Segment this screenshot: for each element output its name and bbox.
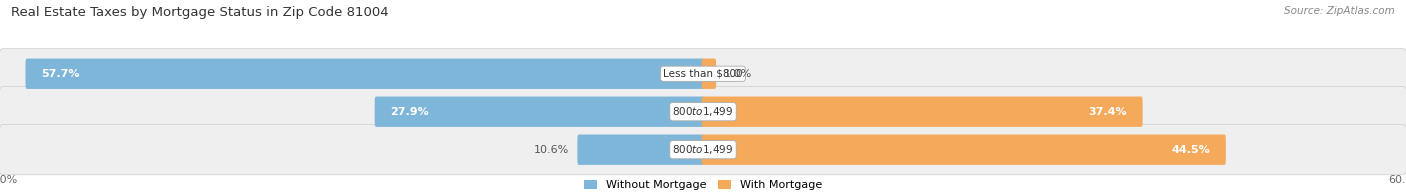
FancyBboxPatch shape bbox=[374, 97, 704, 127]
Text: 10.6%: 10.6% bbox=[534, 145, 569, 155]
FancyBboxPatch shape bbox=[0, 49, 1406, 99]
FancyBboxPatch shape bbox=[0, 125, 1406, 175]
FancyBboxPatch shape bbox=[702, 59, 716, 89]
Text: Less than $800: Less than $800 bbox=[664, 69, 742, 79]
Text: 37.4%: 37.4% bbox=[1088, 107, 1128, 117]
Text: $800 to $1,499: $800 to $1,499 bbox=[672, 143, 734, 156]
Text: 27.9%: 27.9% bbox=[391, 107, 429, 117]
FancyBboxPatch shape bbox=[702, 134, 1226, 165]
FancyBboxPatch shape bbox=[702, 97, 1143, 127]
FancyBboxPatch shape bbox=[0, 87, 1406, 137]
Text: Real Estate Taxes by Mortgage Status in Zip Code 81004: Real Estate Taxes by Mortgage Status in … bbox=[11, 6, 389, 19]
Text: 44.5%: 44.5% bbox=[1171, 145, 1211, 155]
FancyBboxPatch shape bbox=[578, 134, 704, 165]
Text: Source: ZipAtlas.com: Source: ZipAtlas.com bbox=[1284, 6, 1395, 16]
Text: 57.7%: 57.7% bbox=[41, 69, 80, 79]
FancyBboxPatch shape bbox=[25, 59, 704, 89]
Text: 1.0%: 1.0% bbox=[724, 69, 752, 79]
Legend: Without Mortgage, With Mortgage: Without Mortgage, With Mortgage bbox=[583, 180, 823, 191]
Text: $800 to $1,499: $800 to $1,499 bbox=[672, 105, 734, 118]
